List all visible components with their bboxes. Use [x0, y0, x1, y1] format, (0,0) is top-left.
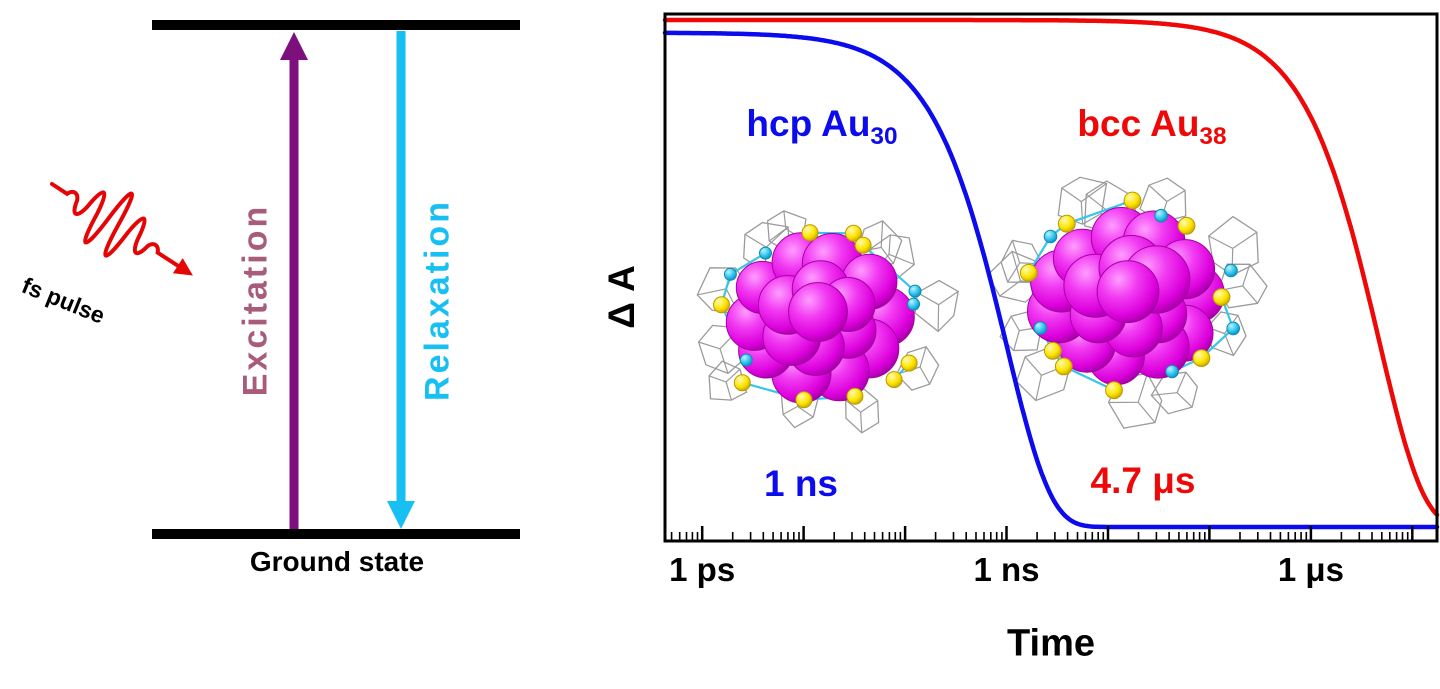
fs-pulse-icon: [50, 182, 193, 276]
ground-state-level: [152, 529, 520, 539]
hcp-au30-series-label-sub: 30: [870, 123, 898, 151]
hcp-lifetime-label: 1 ns: [763, 463, 839, 504]
relaxation-label: Relaxation: [418, 199, 457, 401]
energy-level-diagram: [50, 20, 520, 539]
relaxation-arrow: [387, 31, 415, 529]
x-axis-ticks: [670, 526, 1414, 540]
au30-molecule-image: [696, 210, 959, 434]
bcc-au38-series-label: bcc Au38: [1077, 103, 1226, 151]
x-tick-1ns: 1 ns: [973, 551, 1040, 588]
bcc-lifetime-label: 4.7 μs: [1090, 460, 1196, 501]
bcc-au38-series-label-base: bcc Au: [1077, 102, 1200, 144]
x-tick-1us: 1 μs: [1277, 551, 1344, 588]
bcc-au38-curve: [662, 17, 1440, 518]
au38-molecule-image: [986, 176, 1268, 429]
y-axis-label: Δ A: [601, 265, 642, 329]
excited-state-level: [152, 20, 520, 30]
hcp-au30-series-label: hcp Au30: [746, 103, 897, 151]
hcp-au30-curve: [662, 30, 1440, 530]
x-axis-label: Time: [1006, 622, 1096, 665]
ground-state-label: Ground state: [249, 546, 425, 577]
excitation-label: Excitation: [236, 203, 275, 397]
x-tick-1ps: 1 ps: [669, 551, 736, 588]
excitation-arrow: [280, 32, 308, 529]
hcp-au30-series-label-base: hcp Au: [746, 102, 871, 144]
bcc-au38-series-label-sub: 38: [1199, 123, 1227, 151]
plot-frame: [663, 12, 1439, 543]
